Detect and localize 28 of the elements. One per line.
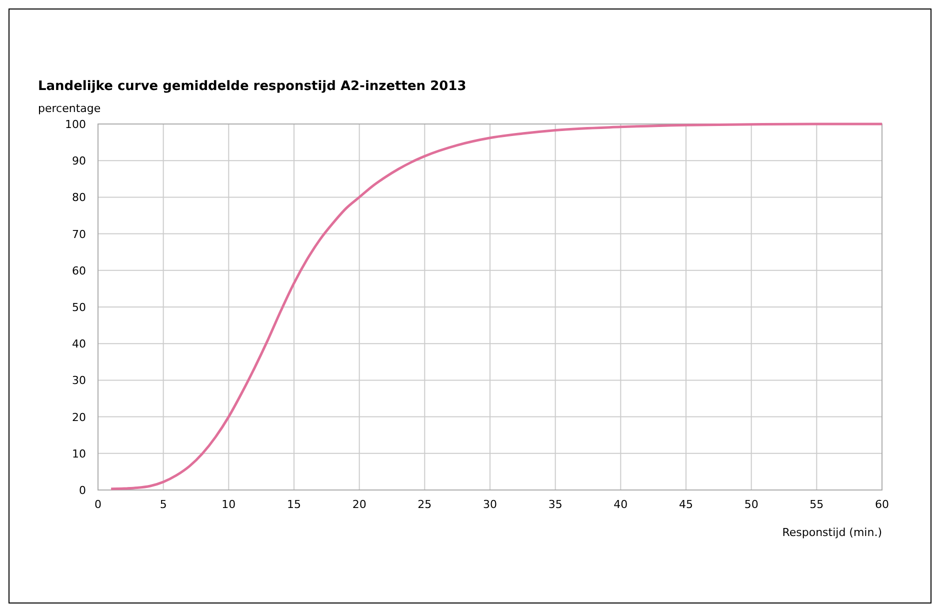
chart-title: Landelijke curve gemiddelde responstijd A2-inzetten 2013 <box>38 79 466 94</box>
x-tick-label: 0 <box>94 498 102 511</box>
y-axis-title: percentage <box>38 102 101 115</box>
x-tick-label: 50 <box>744 498 758 511</box>
y-tick-label: 90 <box>72 154 86 168</box>
x-tick-label: 30 <box>483 498 497 511</box>
x-tick-label: 35 <box>548 498 562 511</box>
y-tick-label: 70 <box>72 228 86 241</box>
x-tick-label: 15 <box>287 498 301 511</box>
x-tick-label: 25 <box>418 498 432 511</box>
y-tick-label: 30 <box>72 374 86 388</box>
x-tick-label: 40 <box>614 498 628 511</box>
x-tick-label: 55 <box>810 498 824 511</box>
x-axis-title: Responstijd (min.) <box>782 526 882 539</box>
y-tick-label: 50 <box>72 301 86 314</box>
x-tick-label: 60 <box>875 498 889 511</box>
line-series <box>110 122 884 490</box>
x-tick-label: 45 <box>679 498 693 511</box>
x-tick-label: 20 <box>352 498 366 511</box>
y-tick-label: 20 <box>72 410 86 424</box>
x-tick-label: 5 <box>160 498 167 511</box>
y-tick-label: 10 <box>72 447 86 460</box>
y-tick-label: 40 <box>72 338 86 351</box>
y-tick-label: 80 <box>72 191 86 204</box>
y-tick-label: 100 <box>65 118 86 131</box>
y-tick-label: 60 <box>72 264 86 278</box>
y-tick-label: 0 <box>79 484 86 497</box>
x-tick-label: 10 <box>222 498 236 511</box>
